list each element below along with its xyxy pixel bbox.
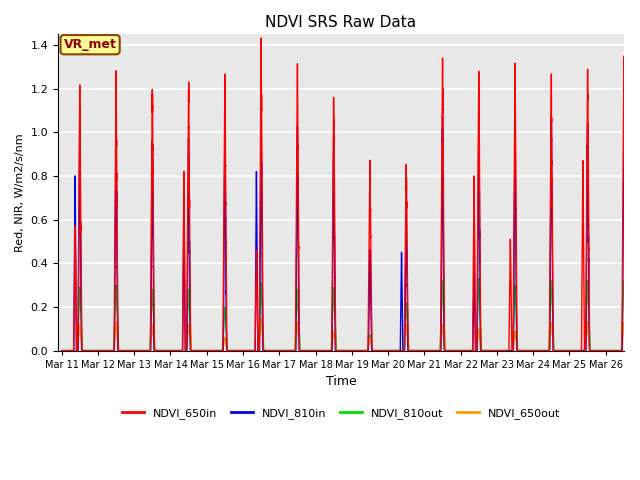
NDVI_810in — [638, 348, 640, 353]
NDVI_810in — [615, 348, 623, 353]
NDVI_810out — [205, 348, 212, 353]
NDVI_650in — [520, 348, 528, 353]
NDVI_650out — [615, 348, 623, 353]
NDVI_650out — [205, 348, 212, 353]
Y-axis label: Red, NIR, W/m2/s/nm: Red, NIR, W/m2/s/nm — [15, 133, 25, 252]
NDVI_650out — [257, 315, 265, 321]
NDVI_810out — [475, 276, 483, 281]
Line: NDVI_650in: NDVI_650in — [61, 38, 640, 350]
NDVI_650in — [534, 348, 542, 353]
NDVI_650in — [573, 348, 581, 353]
NDVI_650out — [573, 348, 581, 353]
NDVI_650out — [520, 348, 528, 353]
NDVI_810in — [573, 348, 581, 353]
Line: NDVI_650out: NDVI_650out — [61, 318, 640, 350]
NDVI_810in — [115, 348, 123, 353]
NDVI_650in — [205, 348, 212, 353]
NDVI_810out — [573, 348, 581, 353]
NDVI_650in — [115, 348, 123, 353]
NDVI_810in — [520, 348, 527, 353]
Legend: NDVI_650in, NDVI_810in, NDVI_810out, NDVI_650out: NDVI_650in, NDVI_810in, NDVI_810out, NDV… — [117, 404, 564, 423]
NDVI_810in — [205, 348, 212, 353]
Title: NDVI SRS Raw Data: NDVI SRS Raw Data — [266, 15, 417, 30]
NDVI_650in — [257, 35, 265, 41]
NDVI_650out — [115, 348, 123, 353]
X-axis label: Time: Time — [326, 375, 356, 388]
NDVI_650out — [58, 348, 65, 353]
NDVI_810in — [534, 348, 541, 353]
NDVI_810out — [534, 348, 542, 353]
NDVI_810out — [58, 348, 65, 353]
NDVI_650in — [638, 348, 640, 353]
NDVI_810out — [115, 348, 123, 353]
NDVI_650out — [638, 348, 640, 353]
NDVI_650in — [615, 348, 623, 353]
NDVI_810out — [615, 348, 623, 353]
NDVI_650out — [534, 348, 542, 353]
Line: NDVI_810out: NDVI_810out — [61, 278, 640, 350]
NDVI_650in — [58, 348, 65, 353]
Text: VR_met: VR_met — [64, 38, 116, 51]
NDVI_810out — [638, 348, 640, 353]
NDVI_810out — [520, 348, 528, 353]
Line: NDVI_810in: NDVI_810in — [61, 113, 640, 350]
NDVI_810in — [58, 348, 65, 353]
NDVI_810in — [620, 110, 628, 116]
